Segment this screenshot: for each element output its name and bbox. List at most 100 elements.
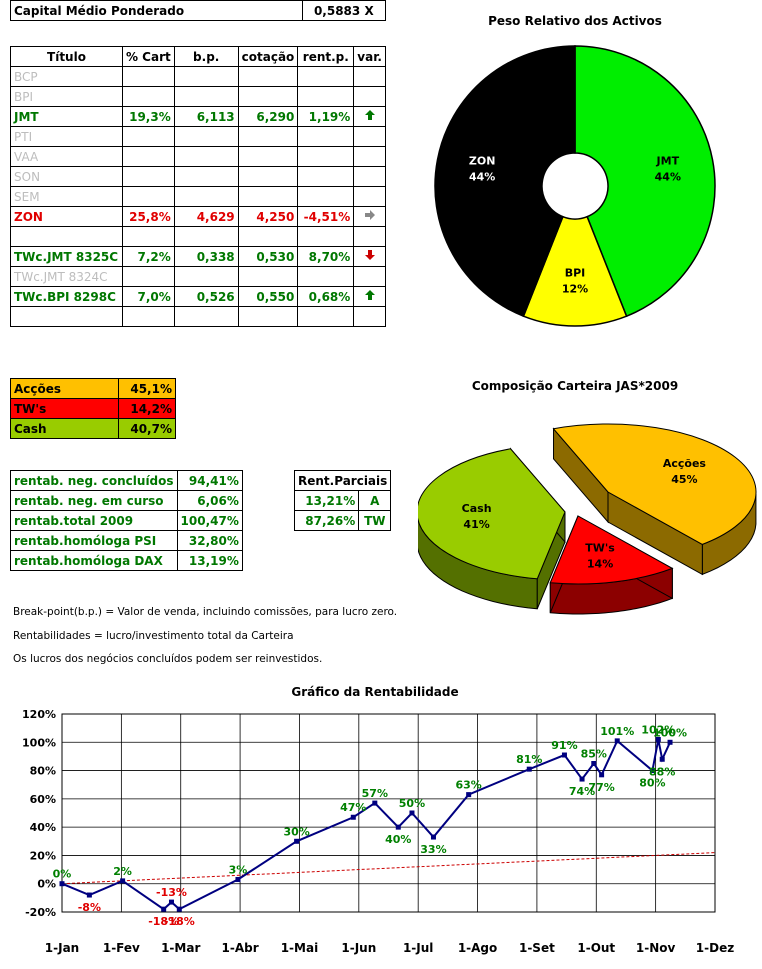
cell-bp: 0,338 — [173, 246, 239, 267]
y-tick-label: 0% — [37, 878, 56, 891]
data-point — [176, 906, 182, 912]
data-label: 57% — [362, 787, 388, 800]
cell-cotacao — [237, 146, 299, 167]
data-point — [395, 824, 401, 830]
cell-bp — [173, 166, 239, 187]
data-point — [579, 776, 585, 782]
data-point — [235, 876, 241, 882]
portfolio-table-header: Título% Cart b.p. cotação rent.p. var. — [10, 46, 386, 67]
cell-cotacao — [237, 226, 299, 247]
note-lucros: Os lucros dos negócios concluídos podem … — [13, 653, 323, 665]
cell-cotacao: 0,530 — [237, 246, 299, 267]
composition-value: 40,7% — [118, 418, 176, 439]
cell-titulo: BPI — [10, 86, 123, 107]
cell-cotacao — [237, 306, 299, 327]
slice-label: ZON — [469, 154, 496, 167]
trend-line — [61, 852, 716, 885]
cell-var — [353, 86, 386, 107]
data-label: 2% — [113, 865, 132, 878]
table-row: PTI — [10, 126, 386, 147]
cell-cart — [121, 126, 175, 147]
cell-cart — [121, 186, 175, 207]
slice-value: 44% — [469, 170, 495, 183]
data-label: 81% — [516, 753, 542, 766]
cell-var — [353, 166, 386, 187]
parciais-table: Rent.Parciais 13,21% A 87,26% TW — [293, 470, 392, 531]
x-tick-label: 1-Ago — [458, 941, 497, 955]
cell-var — [353, 126, 386, 147]
cell-bp — [173, 66, 239, 87]
data-label: 40% — [385, 833, 411, 846]
table-row — [10, 226, 386, 247]
data-point — [649, 768, 655, 774]
rentab-row: rentab.homóloga PSI 32,80% — [10, 530, 243, 551]
slice-value: 45% — [671, 473, 697, 486]
cell-titulo: TWc.JMT 8325C — [10, 246, 123, 267]
cell-rent: -4,51% — [297, 206, 355, 227]
cell-titulo: TWc.BPI 8298C — [10, 286, 123, 307]
capital-value: 0,5883 X — [301, 0, 387, 21]
cell-var — [353, 146, 386, 167]
cell-bp — [173, 226, 239, 247]
data-label: 85% — [581, 748, 607, 761]
table-row: TWc.BPI 8298C 7,0% 0,526 0,550 0,68% — [10, 286, 386, 307]
x-tick-label: 1-Dez — [696, 941, 734, 955]
cell-var — [353, 206, 386, 227]
parciais-row: 87,26% TW — [293, 510, 392, 531]
table-row: SON — [10, 166, 386, 187]
pie1-title: Peso Relativo dos Activos — [488, 14, 662, 28]
pie-slice — [522, 215, 628, 327]
pie-slice — [552, 423, 757, 545]
cell-cotacao — [237, 86, 299, 107]
x-tick-label: 1-Abr — [222, 941, 259, 955]
cell-cotacao: 4,250 — [237, 206, 299, 227]
parciais-row: 13,21% A — [293, 490, 392, 511]
cell-var — [353, 286, 386, 307]
arrow-up-icon — [364, 290, 375, 300]
rentab-value: 6,06% — [176, 490, 243, 511]
x-tick-label: 1-Jun — [341, 941, 376, 955]
data-label: 0% — [53, 868, 72, 881]
pie3d-chart: Acções 45% TW's 14% Cash 41% — [418, 423, 757, 615]
cell-cotacao: 6,290 — [237, 106, 299, 127]
data-label: 100% — [653, 726, 687, 739]
y-tick-label: 20% — [30, 849, 56, 862]
cell-var — [353, 246, 386, 267]
pie-slice — [574, 45, 716, 318]
data-label: 102% — [641, 723, 675, 736]
x-tick-label: 1-Jul — [403, 941, 433, 955]
cell-rent: 0,68% — [297, 286, 355, 307]
cell-rent — [297, 146, 355, 167]
cell-var — [353, 186, 386, 207]
y-tick-label: 100% — [22, 736, 56, 749]
x-tick-label: 1-Mai — [281, 941, 318, 955]
cell-var — [353, 266, 386, 287]
cell-titulo: TWc.JMT 8324C — [10, 266, 123, 287]
col-header: Título — [10, 46, 123, 67]
cell-titulo: ZON — [10, 206, 123, 227]
cell-cart — [121, 166, 175, 187]
cell-cart — [121, 146, 175, 167]
slice-value: 41% — [463, 518, 489, 531]
col-header: var. — [353, 46, 386, 67]
data-label: 63% — [455, 779, 481, 792]
cell-titulo: JMT — [10, 106, 123, 127]
data-label: 74% — [569, 785, 595, 798]
cell-cart: 25,8% — [121, 206, 175, 227]
data-point — [294, 838, 300, 844]
cell-rent — [297, 186, 355, 207]
cell-titulo — [10, 306, 123, 327]
note-rentabilidades: Rentabilidades = lucro/investimento tota… — [13, 630, 294, 642]
x-tick-label: 1-Nov — [636, 941, 676, 955]
slice-value: 12% — [562, 283, 588, 296]
plot-frame — [61, 713, 716, 913]
slice-label: Cash — [462, 502, 492, 515]
rentab-label: rentab. neg. concluídos — [10, 470, 178, 491]
x-tick-label: 1-Mar — [161, 941, 200, 955]
pie2-title: Composição Carteira JAS*2009 — [471, 379, 679, 393]
composition-row: Acções 45,1% — [10, 378, 176, 399]
cell-titulo: BCP — [10, 66, 123, 87]
rentab-row: rentab. neg. em curso 6,06% — [10, 490, 243, 511]
y-tick-label: 40% — [30, 821, 56, 834]
cell-titulo: VAA — [10, 146, 123, 167]
